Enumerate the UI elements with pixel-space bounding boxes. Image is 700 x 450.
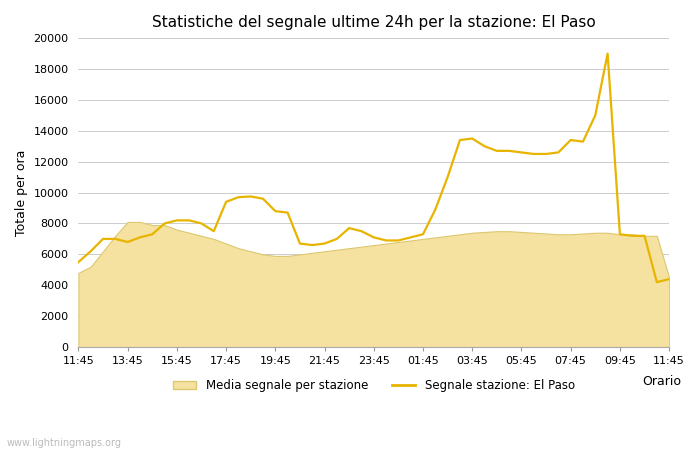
Title: Statistiche del segnale ultime 24h per la stazione: El Paso: Statistiche del segnale ultime 24h per l… [152,15,596,30]
X-axis label: Orario: Orario [642,375,681,388]
Text: www.lightningmaps.org: www.lightningmaps.org [7,438,122,448]
Legend: Media segnale per stazione, Segnale stazione: El Paso: Media segnale per stazione, Segnale staz… [168,374,580,397]
Y-axis label: Totale per ora: Totale per ora [15,149,28,236]
